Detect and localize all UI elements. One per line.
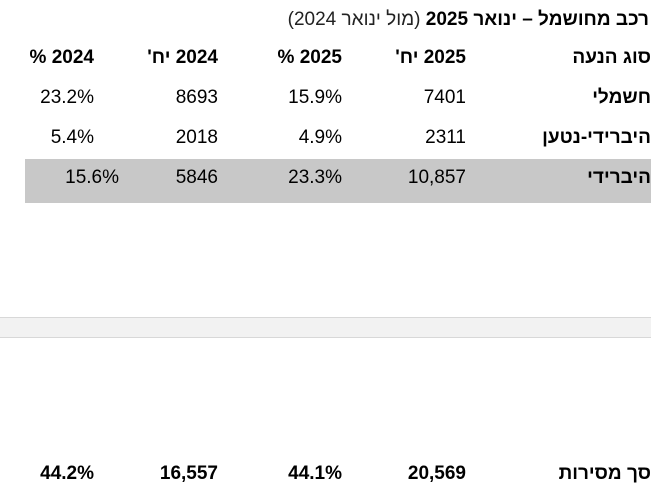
row-units-2025: 10,857	[407, 167, 466, 188]
total-units-2024: 16,557	[159, 463, 218, 484]
table-title: רכב מחושמל – ינואר 2025 (מול ינואר 2024)	[288, 9, 649, 31]
row-type: חשמלי	[592, 87, 651, 108]
total-type: סך מסירות	[558, 463, 651, 484]
row-pct-2024: 15.6%	[65, 167, 119, 188]
header-type: סוג הנעה	[572, 47, 651, 68]
header-pct-2024: 2024 %	[29, 47, 94, 68]
table-total-row: סך מסירות 20,569 44.1% 16,557 44.2%	[0, 455, 651, 493]
total-pct-2025: 44.1%	[288, 463, 342, 484]
header-units-2024: 2024 יח'	[147, 47, 218, 68]
table-row-plugin-hybrid: היברידי-נטען 2311 4.9% 2018 5.4%	[0, 119, 651, 157]
section-divider	[0, 317, 651, 338]
row-pct-2025: 15.9%	[288, 87, 342, 108]
table-row-hybrid: היברידי 10,857 23.3% 5846 15.6%	[25, 159, 651, 203]
header-pct-2025: 2025 %	[277, 47, 342, 68]
total-pct-2024: 44.2%	[40, 463, 94, 484]
table-header-row: סוג הנעה 2025 יח' 2025 % 2024 יח' 2024 %	[0, 39, 651, 77]
title-sub: (מול ינואר 2024)	[287, 9, 421, 30]
row-units-2025: 7401	[423, 87, 466, 108]
row-pct-2025: 23.3%	[288, 167, 342, 188]
row-units-2024: 8693	[175, 87, 218, 108]
row-units-2024: 5846	[175, 167, 218, 188]
header-units-2025: 2025 יח'	[395, 47, 466, 68]
row-type: היברידי	[587, 167, 651, 188]
table-row-electric: חשמלי 7401 15.9% 8693 23.2%	[0, 79, 651, 117]
row-units-2025: 2311	[425, 127, 466, 148]
row-units-2024: 2018	[175, 127, 218, 148]
title-main: רכב מחושמל – ינואר 2025	[425, 9, 649, 30]
row-pct-2024: 23.2%	[40, 87, 94, 108]
total-units-2025: 20,569	[407, 463, 466, 484]
row-pct-2024: 5.4%	[50, 127, 94, 148]
row-type: היברידי-נטען	[542, 127, 651, 148]
row-pct-2025: 4.9%	[298, 127, 342, 148]
